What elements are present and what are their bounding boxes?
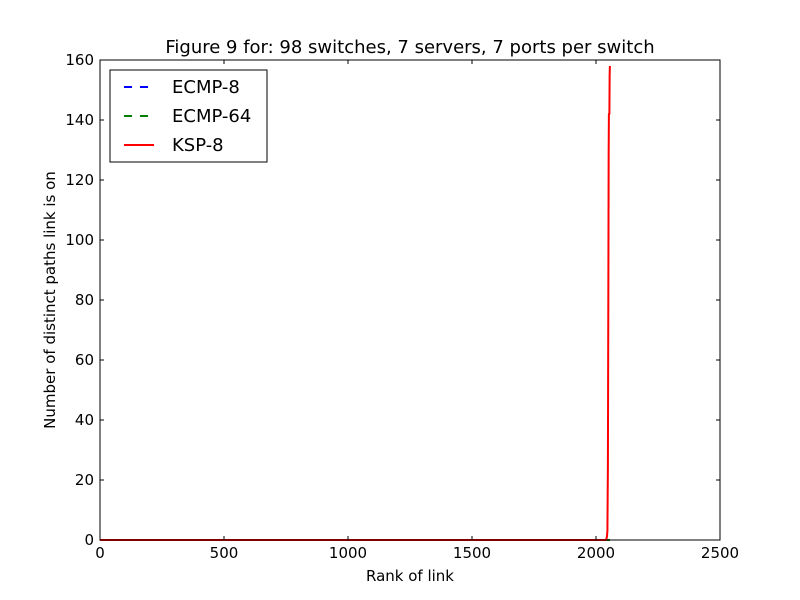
x-tick-label: 2000: [577, 544, 615, 562]
y-tick-label: 60: [75, 351, 94, 369]
y-tick-label: 40: [75, 411, 94, 429]
y-tick-label: 140: [65, 111, 94, 129]
y-tick-label: 20: [75, 471, 94, 489]
chart-title: Figure 9 for: 98 switches, 7 servers, 7 …: [165, 37, 654, 58]
y-tick-label: 0: [84, 531, 94, 549]
y-tick-label: 160: [65, 51, 94, 69]
legend-label: ECMP-8: [172, 77, 240, 98]
x-tick-label: 500: [210, 544, 239, 562]
series-line-ksp-8: [100, 65, 611, 541]
legend-box: [109, 69, 268, 163]
legend-label: KSP-8: [172, 135, 224, 156]
y-tick-label: 120: [65, 171, 94, 189]
y-axis-label: Number of distinct paths link is on: [41, 171, 59, 429]
x-tick-label: 0: [95, 544, 105, 562]
x-tick-label: 2500: [701, 544, 739, 562]
legend-label: ECMP-64: [172, 106, 251, 127]
legend: ECMP-8 ECMP-64 KSP-8: [109, 69, 268, 163]
x-tick-label: 1000: [329, 544, 367, 562]
y-tick-label: 80: [75, 291, 94, 309]
axis-ticks: 0 500 1000 1500 2000 2500 0 20 40 60 80 100 120 140 16…: [65, 51, 739, 562]
x-axis-label: Rank of link: [366, 567, 454, 585]
y-tick-label: 100: [65, 231, 94, 249]
x-tick-label: 1500: [453, 544, 491, 562]
